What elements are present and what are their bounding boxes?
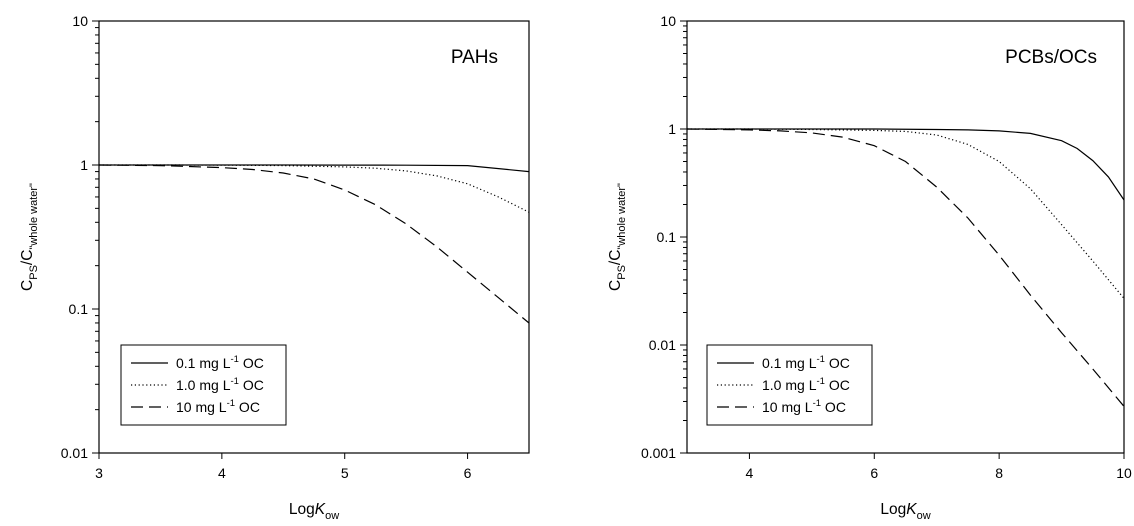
- y-tick-label: 0.1: [657, 229, 677, 245]
- chart-panel-2: 4 6 8 10 0.001 0.01 0.1 1 10 PCBs/OCs 0.1 mg L-1 O…: [607, 13, 1132, 522]
- series-line-solid: [687, 128, 1125, 201]
- legend-label: 10 mg L-1 OC: [176, 398, 260, 415]
- y-axis-label: CPS/C"whole water": [607, 183, 628, 291]
- x-tick-label: 10: [1116, 465, 1132, 481]
- y-axis-label: CPS/C"whole water": [19, 183, 40, 291]
- legend-box: [706, 344, 873, 426]
- panel-annotation: PAHs: [451, 47, 498, 68]
- panel-annotation: PCBs/OCs: [1005, 47, 1097, 68]
- x-tick-label: 8: [995, 465, 1003, 481]
- plot-frame: [98, 20, 530, 454]
- series-line-dashed: [98, 164, 530, 324]
- y-tick-label: 1: [668, 121, 676, 137]
- x-tick-label: 5: [341, 465, 349, 481]
- legend-label: 10 mg L-1 OC: [762, 398, 846, 415]
- x-tick-label: 4: [218, 465, 226, 481]
- x-tick-label: 4: [746, 465, 754, 481]
- x-tick-label: 6: [870, 465, 878, 481]
- x-axis-label: LogKow: [289, 501, 339, 522]
- legend-label: 0.1 mg L-1 OC: [762, 354, 850, 371]
- chart-panel-1: 3 4 5 6 0.01 0.1 1 10 PAHs 0.1 mg L-1 OC 1.0 mg L-…: [19, 13, 530, 522]
- legend-box: [120, 344, 287, 426]
- series-line-dotted: [99, 164, 530, 213]
- legend-label: 1.0 mg L-1 OC: [176, 376, 264, 393]
- y-tick-label: 0.1: [69, 301, 89, 317]
- y-tick-label: 0.01: [649, 337, 676, 353]
- y-tick-label: 0.001: [641, 445, 676, 461]
- series-line-dotted: [687, 128, 1125, 299]
- legend-label: 0.1 mg L-1 OC: [176, 354, 264, 371]
- legend: 0.1 mg L-1 OC 1.0 mg L-1 OC 10 mg L-1 OC: [120, 344, 287, 426]
- y-tick-label: 1: [80, 157, 88, 173]
- y-tick-label: 10: [72, 13, 88, 29]
- x-tick-label: 3: [95, 465, 103, 481]
- y-tick-label: 10: [660, 13, 676, 29]
- series-line-solid: [99, 164, 530, 173]
- y-tick-label: 0.01: [61, 445, 88, 461]
- legend: 0.1 mg L-1 OC 1.0 mg L-1 OC 10 mg L-1 OC: [706, 344, 873, 426]
- series-line-dashed: [686, 128, 1125, 407]
- x-axis-label: LogKow: [880, 501, 930, 522]
- legend-label: 1.0 mg L-1 OC: [762, 376, 850, 393]
- x-tick-label: 6: [464, 465, 472, 481]
